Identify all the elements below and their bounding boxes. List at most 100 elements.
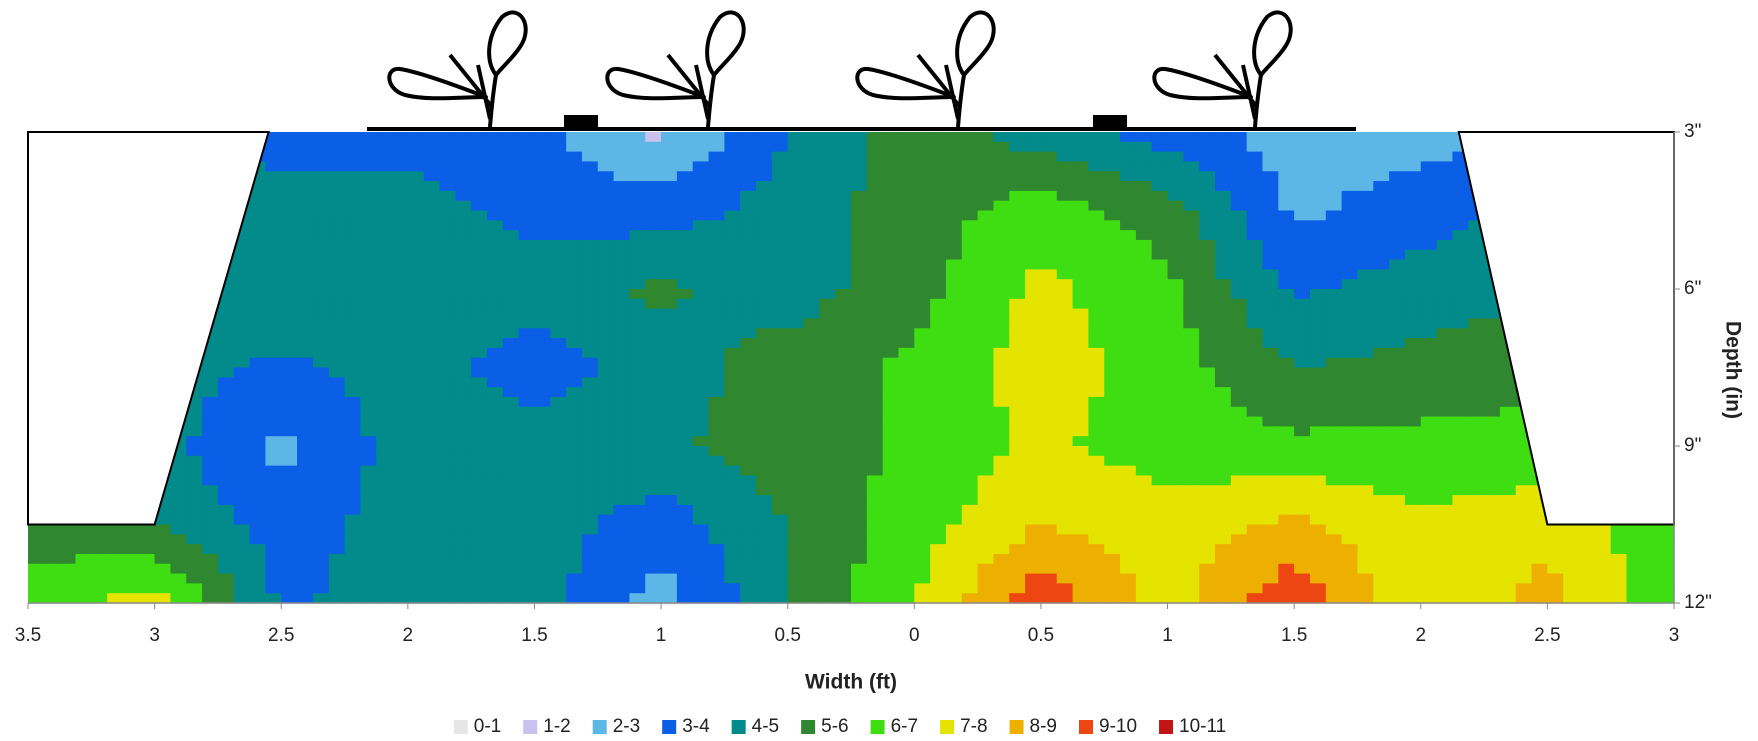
contour-cell	[1373, 328, 1390, 339]
contour-cell	[613, 318, 631, 329]
contour-cell	[423, 318, 441, 329]
contour-cell	[1436, 347, 1454, 359]
contour-cell	[233, 338, 251, 349]
contour-cell	[1230, 289, 1248, 300]
contour-cell	[661, 583, 678, 594]
contour-cell	[661, 269, 678, 280]
contour-cell	[851, 406, 868, 418]
contour-cell	[1262, 534, 1279, 545]
contour-cell	[819, 446, 836, 457]
contour-cell	[265, 583, 282, 594]
contour-cell	[1531, 573, 1548, 584]
contour-cell	[1420, 534, 1438, 545]
contour-cell	[1278, 553, 1295, 565]
contour-cell	[518, 249, 536, 261]
contour-cell	[724, 249, 741, 261]
contour-cell	[1230, 308, 1248, 320]
contour-cell	[977, 387, 995, 398]
contour-cell	[471, 220, 488, 231]
contour-cell	[1373, 220, 1390, 231]
contour-cell	[1484, 514, 1501, 526]
contour-cell	[486, 190, 504, 202]
contour-cell	[423, 210, 441, 221]
contour-cell	[1452, 583, 1469, 594]
contour-cell	[882, 357, 900, 369]
contour-cell	[645, 416, 662, 427]
contour-cell	[851, 396, 868, 408]
contour-cell	[1088, 485, 1105, 496]
contour-cell	[534, 338, 551, 349]
contour-cell	[945, 377, 963, 388]
contour-cell	[1246, 171, 1264, 182]
contour-cell	[692, 455, 710, 467]
contour-cell	[59, 593, 77, 604]
contour-cell	[692, 534, 710, 545]
contour-cell	[1151, 269, 1169, 280]
contour-cell	[977, 298, 995, 310]
contour-cell	[471, 475, 488, 486]
contour-cell	[692, 279, 710, 290]
contour-cell	[1309, 465, 1327, 477]
contour-cell	[1515, 436, 1533, 447]
contour-cell	[1072, 220, 1090, 231]
contour-cell	[661, 357, 678, 369]
contour-cell	[993, 544, 1010, 555]
contour-cell	[265, 161, 282, 172]
contour-cell	[392, 210, 409, 221]
contour-cell	[1262, 377, 1279, 388]
contour-cell	[423, 230, 441, 241]
contour-cell	[1215, 298, 1232, 310]
contour-cell	[993, 446, 1010, 457]
contour-cell	[613, 151, 631, 163]
contour-cell	[661, 141, 678, 153]
contour-cell	[1215, 377, 1232, 388]
contour-cell	[961, 455, 979, 467]
contour-cell	[1056, 387, 1074, 398]
contour-cell	[787, 446, 805, 457]
contour-cell	[645, 259, 662, 270]
contour-cell	[328, 583, 346, 594]
contour-cell	[661, 446, 678, 457]
contour-cell	[392, 239, 409, 251]
contour-cell	[249, 436, 267, 447]
contour-cell	[1183, 544, 1200, 555]
contour-cell	[312, 416, 330, 427]
contour-cell	[423, 524, 441, 535]
contour-cell	[756, 200, 773, 212]
contour-cell	[597, 357, 615, 369]
contour-cell	[661, 406, 678, 418]
contour-cell	[1230, 347, 1248, 359]
contour-cell	[392, 141, 409, 153]
contour-cell	[1056, 298, 1074, 310]
contour-cell	[1135, 161, 1153, 172]
contour-cell	[914, 544, 931, 555]
contour-cell	[1040, 593, 1058, 604]
contour-cell	[1120, 328, 1137, 339]
contour-cell	[392, 269, 409, 280]
contour-cell	[1056, 249, 1074, 261]
contour-cell	[724, 171, 741, 182]
contour-cell	[1215, 524, 1232, 535]
contour-cell	[1104, 220, 1121, 231]
contour-cell	[1104, 534, 1121, 545]
contour-cell	[202, 367, 219, 378]
contour-cell	[961, 534, 979, 545]
contour-cell	[297, 524, 314, 535]
contour-cell	[708, 161, 725, 172]
contour-cell	[1341, 230, 1359, 241]
contour-cell	[771, 347, 789, 359]
contour-cell	[692, 200, 710, 212]
contour-cell	[1056, 367, 1074, 378]
contour-cell	[1404, 220, 1422, 231]
contour-cell	[819, 563, 836, 575]
contour-cell	[1120, 171, 1137, 182]
contour-cell	[866, 524, 884, 535]
contour-cell	[597, 396, 615, 408]
contour-cell	[692, 249, 710, 261]
contour-cell	[1072, 593, 1090, 604]
contour-cell	[1056, 524, 1074, 535]
contour-cell	[945, 259, 963, 270]
contour-cell	[1151, 504, 1169, 516]
contour-cell	[202, 387, 219, 398]
contour-cell	[407, 308, 425, 320]
